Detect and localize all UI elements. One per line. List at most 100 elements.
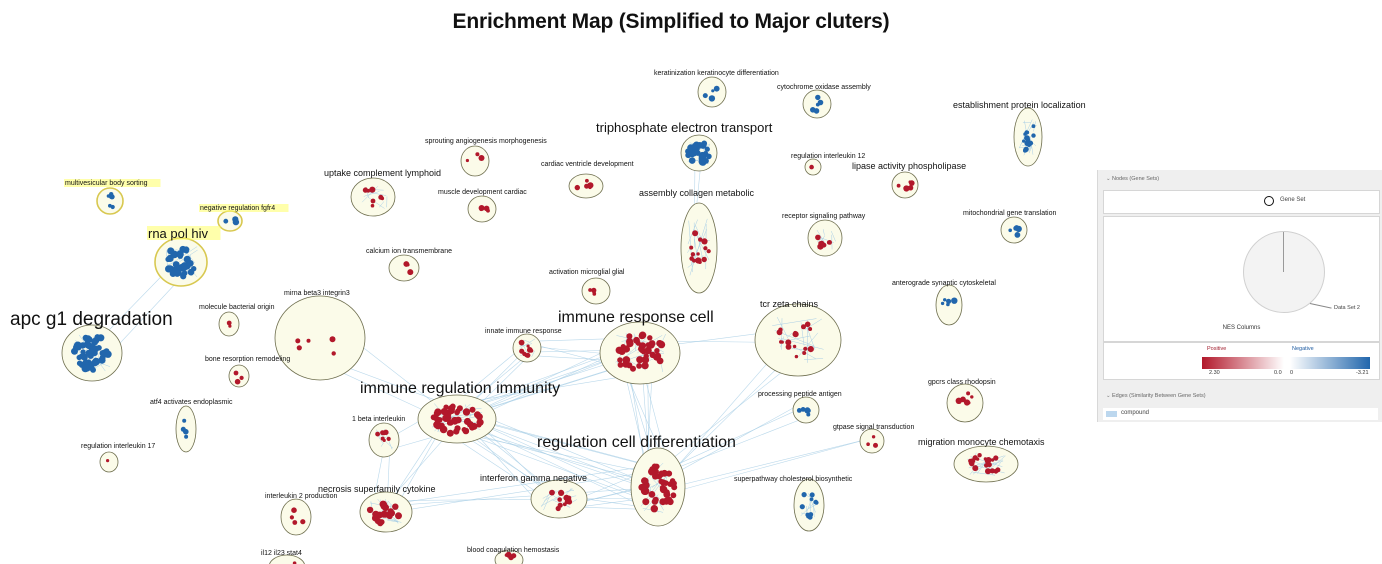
gene-set-node[interactable] (639, 342, 647, 349)
gene-set-node[interactable] (387, 513, 393, 520)
gene-set-node[interactable] (807, 514, 813, 520)
gene-set-node[interactable] (476, 418, 484, 426)
gene-set-node[interactable] (83, 341, 91, 349)
gene-set-node[interactable] (186, 260, 194, 267)
gene-set-node[interactable] (454, 425, 461, 432)
gene-set-node[interactable] (671, 480, 677, 487)
gene-set-node[interactable] (620, 344, 626, 350)
gene-set-node[interactable] (692, 230, 699, 237)
cluster-atf4-activates-endoplasmic[interactable] (175, 405, 197, 453)
gene-set-node[interactable] (382, 431, 386, 436)
gene-set-node[interactable] (1031, 124, 1036, 129)
gene-set-node[interactable] (969, 460, 975, 467)
gene-set-node[interactable] (940, 301, 945, 306)
gene-set-node[interactable] (815, 102, 820, 107)
gene-set-node[interactable] (809, 497, 814, 502)
gene-set-node[interactable] (641, 477, 648, 485)
gene-set-node[interactable] (696, 252, 700, 256)
gene-set-node[interactable] (658, 478, 664, 485)
gene-set-node[interactable] (818, 241, 823, 246)
gene-set-node[interactable] (690, 252, 696, 257)
gene-set-node[interactable] (639, 347, 646, 354)
gene-set-node[interactable] (975, 457, 980, 461)
gene-set-node[interactable] (84, 335, 92, 343)
gene-set-node[interactable] (179, 245, 187, 253)
gene-set-node[interactable] (985, 468, 991, 475)
gene-set-node[interactable] (803, 346, 808, 351)
gene-set-node[interactable] (698, 158, 707, 166)
gene-set-node[interactable] (566, 495, 572, 500)
gene-set-node[interactable] (370, 198, 376, 204)
gene-set-node[interactable] (296, 345, 302, 351)
gene-set-node[interactable] (813, 108, 820, 114)
gene-set-node[interactable] (291, 507, 297, 513)
gene-set-node[interactable] (903, 185, 910, 192)
gene-set-node[interactable] (990, 458, 995, 462)
gene-set-node[interactable] (691, 143, 699, 150)
gene-set-node[interactable] (585, 178, 589, 183)
gene-set-node[interactable] (549, 489, 555, 496)
gene-set-node[interactable] (88, 348, 95, 354)
gene-set-node[interactable] (648, 491, 656, 498)
gene-set-node[interactable] (995, 467, 1001, 473)
gene-set-node[interactable] (701, 256, 707, 263)
gene-set-node[interactable] (375, 431, 380, 437)
gene-set-node[interactable] (799, 504, 805, 510)
gene-set-node[interactable] (1025, 130, 1030, 135)
gene-set-node[interactable] (226, 320, 232, 326)
gene-set-node[interactable] (386, 436, 391, 441)
gene-set-node[interactable] (106, 459, 110, 463)
cluster-cardiac-ventricle-development[interactable] (568, 173, 604, 199)
gene-set-node[interactable] (447, 404, 456, 413)
cluster-gtpase-signal-transduction[interactable] (859, 428, 885, 454)
gene-set-node[interactable] (182, 418, 187, 423)
cluster-activation-microglial-glial[interactable] (581, 277, 611, 305)
gene-set-node[interactable] (292, 561, 297, 564)
cluster-multivesicular-body-sorting[interactable] (96, 187, 124, 215)
gene-set-node[interactable] (295, 338, 301, 344)
gene-set-node[interactable] (966, 391, 971, 396)
gene-set-node[interactable] (395, 512, 402, 520)
gene-set-node[interactable] (372, 510, 380, 518)
gene-set-node[interactable] (465, 158, 469, 163)
gene-set-node[interactable] (167, 247, 175, 255)
gene-set-node[interactable] (505, 551, 512, 558)
gene-set-node[interactable] (557, 497, 562, 502)
gene-set-node[interactable] (896, 183, 901, 188)
cluster-gpcrs-class-rhodopsin[interactable] (946, 383, 984, 423)
gene-set-node[interactable] (809, 164, 814, 170)
gene-set-node[interactable] (366, 506, 374, 514)
cluster-receptor-signaling-pathway[interactable] (807, 219, 843, 257)
gene-set-node[interactable] (451, 416, 459, 425)
cluster-anterograde-synaptic-cytoskeletal[interactable] (935, 284, 963, 326)
gene-set-node[interactable] (329, 336, 336, 343)
gene-set-node[interactable] (970, 395, 974, 399)
cluster-il12-il23-stat4[interactable] (269, 554, 305, 564)
gene-set-node[interactable] (626, 340, 634, 348)
gene-set-node[interactable] (591, 287, 597, 293)
gene-set-node[interactable] (704, 146, 710, 152)
cluster-interferon-gamma-negative[interactable] (530, 479, 588, 519)
cluster-mirna-beta3-integrin3[interactable] (274, 295, 366, 381)
gene-set-node[interactable] (809, 492, 815, 498)
gene-set-node[interactable] (1023, 146, 1029, 152)
gene-set-node[interactable] (331, 351, 336, 356)
gene-set-node[interactable] (474, 411, 481, 419)
cluster-assembly-collagen-metabolic[interactable] (680, 202, 718, 294)
gene-set-node[interactable] (657, 340, 666, 349)
gene-set-node[interactable] (815, 94, 821, 101)
gene-set-node[interactable] (588, 288, 592, 292)
gene-set-node[interactable] (807, 346, 814, 353)
gene-set-node[interactable] (615, 346, 623, 354)
gene-set-node[interactable] (689, 150, 696, 158)
gene-set-node[interactable] (440, 408, 448, 416)
gene-set-node[interactable] (644, 346, 652, 355)
gene-set-node[interactable] (785, 344, 792, 350)
gene-set-node[interactable] (711, 89, 715, 93)
cluster-immune-response-cell[interactable] (599, 321, 681, 385)
cluster-superpathway-cholesterol-biosynthetic[interactable] (793, 478, 825, 532)
cluster-calcium-ion-transmembrane[interactable] (388, 254, 420, 282)
gene-set-node[interactable] (951, 297, 958, 304)
gene-set-node[interactable] (698, 152, 706, 161)
gene-set-node[interactable] (434, 416, 441, 423)
